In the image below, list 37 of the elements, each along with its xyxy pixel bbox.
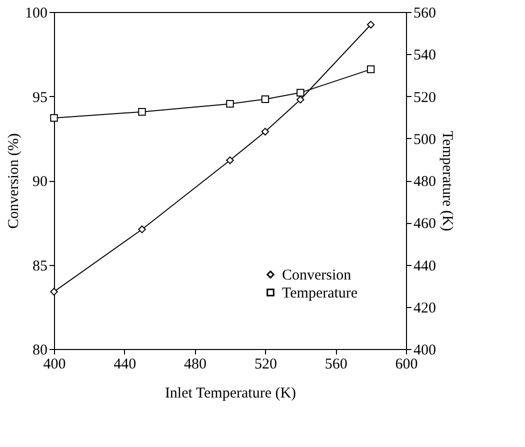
y2-tick-label: 420 — [414, 300, 436, 316]
point — [261, 128, 270, 136]
y2-tick-label: 500 — [414, 132, 436, 148]
y2-tick-label: 440 — [414, 258, 436, 274]
x-tick-label: 440 — [114, 356, 136, 372]
y2-axis-title: Temperature (K) — [439, 130, 455, 232]
x-axis-title: Inlet Temperature (K) — [164, 386, 296, 402]
y-tick-label: 80 — [32, 342, 48, 358]
point — [226, 100, 234, 108]
y2-tick-label: 540 — [414, 48, 436, 64]
point — [296, 96, 304, 104]
y-tick-label: 100 — [25, 6, 48, 22]
y-tick-label: 95 — [32, 90, 48, 106]
point — [261, 95, 270, 104]
point — [226, 156, 234, 164]
point — [296, 88, 304, 97]
legend-label: Temperature — [282, 286, 358, 302]
x-tick-label: 560 — [324, 356, 348, 372]
point — [50, 288, 58, 296]
y2-tick-label: 560 — [414, 6, 436, 22]
y2-tick-label: 400 — [414, 342, 436, 358]
x-tick-label: 480 — [184, 356, 207, 372]
point — [50, 114, 58, 122]
x-tick-label: 400 — [43, 356, 66, 372]
point — [138, 226, 146, 234]
y2-tick-label: 520 — [414, 90, 436, 106]
legend-label: Conversion — [282, 268, 352, 284]
x-tick-label: 600 — [395, 356, 418, 372]
y-tick-label: 85 — [32, 258, 48, 274]
point — [366, 20, 375, 28]
x-tick-label: 520 — [254, 356, 277, 372]
point — [138, 108, 146, 116]
y2-tick-label: 480 — [414, 174, 436, 190]
point — [366, 65, 375, 74]
y-tick-label: 90 — [32, 174, 48, 190]
y2-tick-label: 460 — [414, 216, 436, 232]
y-axis-title: Conversion (%) — [6, 133, 22, 229]
